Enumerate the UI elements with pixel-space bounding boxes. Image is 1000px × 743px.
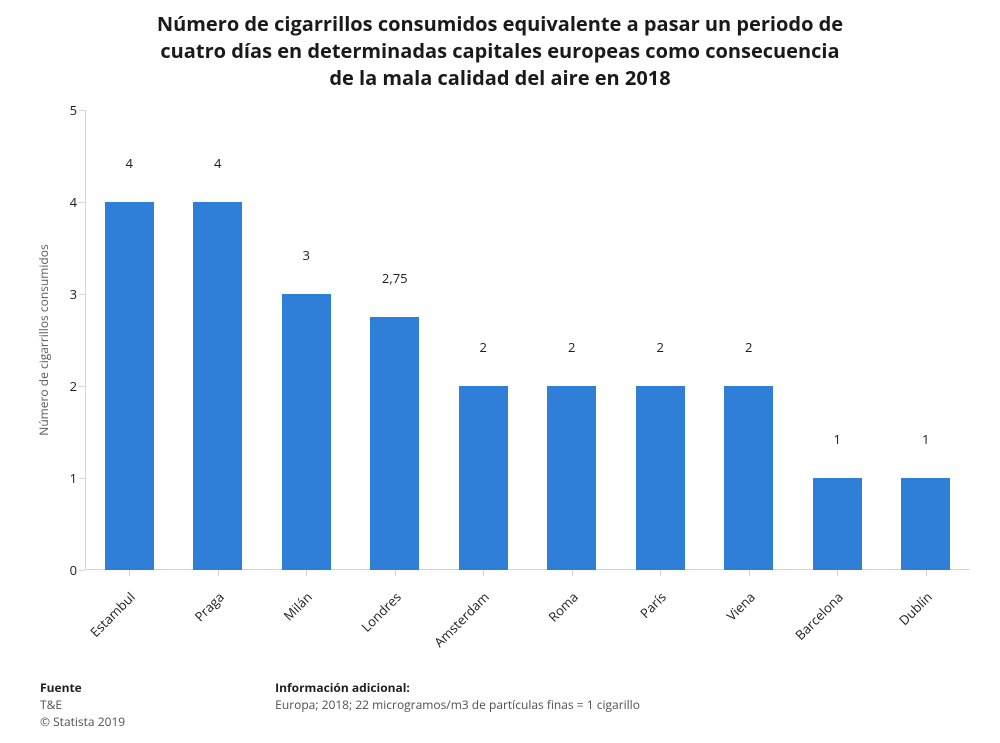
- footer-info-header: Información adicional:: [275, 680, 640, 697]
- bar-value-label: 4: [214, 154, 221, 178]
- y-tick-label: 1: [70, 469, 85, 487]
- plot-area: 4 4 3 2,75 2 2 2 2 1 1: [85, 110, 970, 570]
- bar: [282, 294, 331, 570]
- x-tick: [395, 570, 396, 576]
- footer-info-line1: Europa; 2018; 22 microgramos/m3 de partí…: [275, 697, 640, 714]
- x-tick: [218, 570, 219, 576]
- bar-value-label: 1: [834, 430, 841, 454]
- y-tick-label: 2: [70, 377, 85, 395]
- footer-source: Fuente T&E © Statista 2019: [40, 680, 125, 730]
- y-tick-label: 5: [70, 101, 85, 119]
- footer: Fuente T&E © Statista 2019 Información a…: [40, 680, 960, 730]
- bar-value-label: 3: [303, 246, 310, 270]
- x-tick: [749, 570, 750, 576]
- bar: [105, 202, 154, 570]
- y-tick-label: 0: [70, 561, 85, 579]
- bar: [547, 386, 596, 570]
- bar: [459, 386, 508, 570]
- bar-value-label: 2: [568, 338, 575, 362]
- bar: [370, 317, 419, 570]
- bar-value-label: 1: [922, 430, 929, 454]
- y-tick-label: 4: [70, 193, 85, 211]
- x-tick: [483, 570, 484, 576]
- bar-value-label: 2,75: [382, 269, 408, 293]
- x-tick: [837, 570, 838, 576]
- x-tick: [660, 570, 661, 576]
- y-axis-label: Número de cigarrillos consumidos: [35, 230, 52, 450]
- footer-info: Información adicional: Europa; 2018; 22 …: [275, 680, 640, 730]
- bar-value-label: 2: [480, 338, 487, 362]
- bar-value-label: 4: [126, 154, 133, 178]
- y-tick-label: 3: [70, 285, 85, 303]
- footer-source-line2: © Statista 2019: [40, 714, 125, 731]
- chart-title: Número de cigarrillos consumidos equival…: [0, 10, 1000, 91]
- x-tick: [572, 570, 573, 576]
- bar: [901, 478, 950, 570]
- bars-group: 4 4 3 2,75 2 2 2 2 1 1: [85, 110, 970, 570]
- x-tick: [129, 570, 130, 576]
- bar-value-label: 2: [745, 338, 752, 362]
- bar: [813, 478, 862, 570]
- bar: [193, 202, 242, 570]
- footer-source-line1: T&E: [40, 697, 125, 714]
- bar: [724, 386, 773, 570]
- bar: [636, 386, 685, 570]
- x-category-label: París: [657, 567, 691, 601]
- x-tick: [306, 570, 307, 576]
- x-tick: [926, 570, 927, 576]
- bar-value-label: 2: [657, 338, 664, 362]
- chart-container: Número de cigarrillos consumidos equival…: [0, 0, 1000, 743]
- footer-source-header: Fuente: [40, 680, 125, 697]
